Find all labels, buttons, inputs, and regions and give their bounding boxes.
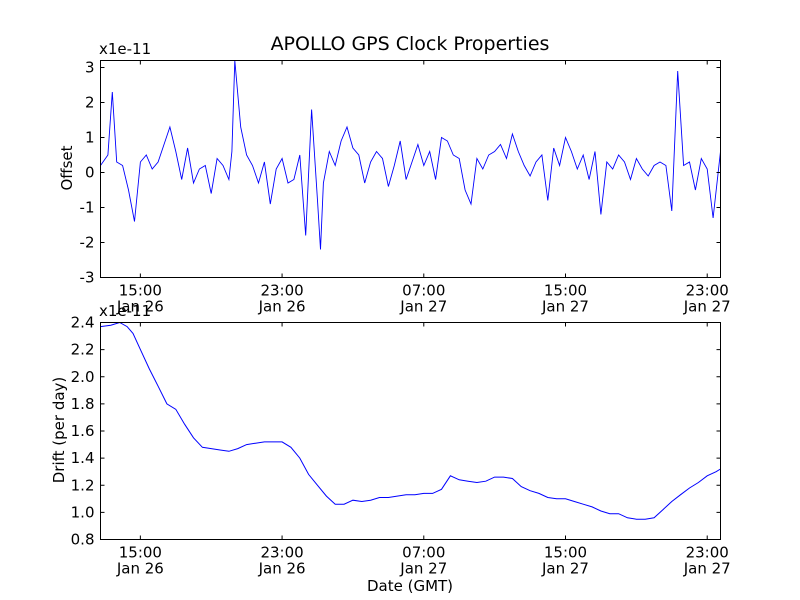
x-tick-label-time: 15:00 [119, 544, 162, 562]
y-tick-label: 1 [85, 129, 95, 147]
x-tick-label-time: 23:00 [686, 544, 729, 562]
x-tick-label-date: Jan 27 [541, 560, 589, 578]
y-tick-label: 1.0 [71, 503, 95, 521]
offset-series-line [100, 60, 721, 250]
x-tick-label-time: 07:00 [402, 282, 445, 300]
x-tick-label-date: Jan 27 [541, 298, 589, 316]
y-tick-label: 2.0 [71, 368, 95, 386]
x-tick-label-time: 23:00 [260, 282, 303, 300]
y-tick-label: 2.2 [71, 341, 95, 359]
offset-ylabel: Offset [58, 145, 76, 190]
drift-ylabel: Drift (per day) [50, 377, 68, 484]
offset-scale-label: x1e-11 [99, 40, 151, 58]
x-tick-label-time: 07:00 [402, 544, 445, 562]
x-tick-label-date: Jan 26 [116, 298, 164, 316]
chart-title: APOLLO GPS Clock Properties [271, 33, 550, 55]
y-tick-label: 1.4 [71, 449, 95, 467]
x-tick-label-date: Jan 27 [683, 298, 731, 316]
y-tick-label: 2.4 [71, 314, 95, 332]
y-tick-label: 1.6 [71, 422, 95, 440]
y-tick-label: -1 [80, 199, 95, 217]
drift-scale-label: x1e-11 [99, 302, 151, 320]
x-tick-label-time: 15:00 [544, 544, 587, 562]
y-tick-label: -3 [80, 269, 95, 287]
x-axis-label: Date (GMT) [367, 577, 453, 595]
y-tick-label: 0.8 [71, 531, 95, 549]
y-tick-label: 2 [85, 94, 95, 112]
x-tick-label-date: Jan 26 [258, 560, 306, 578]
y-tick-label: 3 [85, 59, 95, 77]
offset-axes-frame [100, 60, 721, 278]
drift-series-line [100, 321, 721, 520]
drift-axes-frame [100, 322, 721, 540]
x-tick-label-date: Jan 27 [399, 560, 447, 578]
x-tick-label-date: Jan 26 [116, 560, 164, 578]
x-tick-label-time: 15:00 [119, 282, 162, 300]
y-tick-label: 1.8 [71, 395, 95, 413]
x-tick-label-date: Jan 26 [258, 298, 306, 316]
x-tick-label-time: 15:00 [544, 282, 587, 300]
x-tick-label-time: 23:00 [260, 544, 303, 562]
x-tick-label-time: 23:00 [686, 282, 729, 300]
x-tick-label-date: Jan 27 [399, 298, 447, 316]
drift-y-ticks: 2.4 2.2 2.0 1.8 1.6 1.4 1.2 1.0 0.8 [71, 314, 721, 549]
y-tick-label: 0 [85, 164, 95, 182]
offset-y-ticks: 3 2 1 0 -1 -2 -3 [80, 59, 721, 287]
drift-subplot: x1e-11 Drift (per day) 2.4 2.2 2.0 1.8 1.6 1.… [50, 302, 731, 578]
y-tick-label: -2 [80, 234, 95, 252]
x-tick-label-date: Jan 27 [683, 560, 731, 578]
y-tick-label: 1.2 [71, 476, 95, 494]
